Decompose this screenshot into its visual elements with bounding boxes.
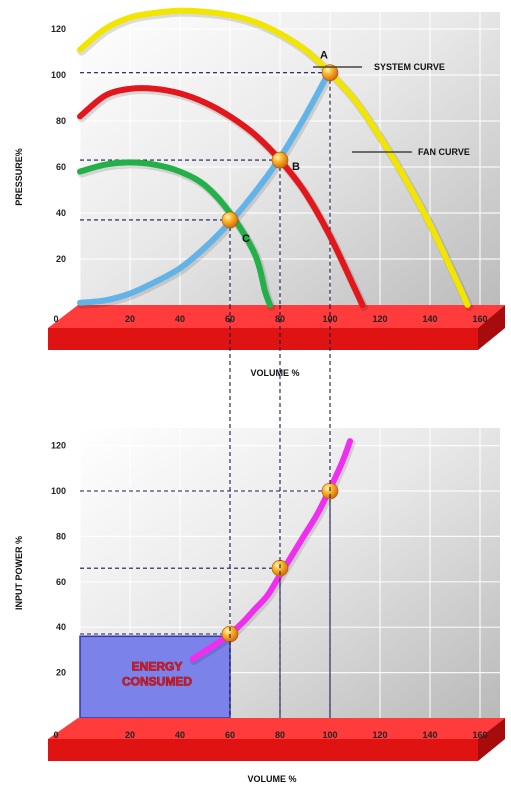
system-curve-label: SYSTEM CURVE (374, 62, 445, 72)
energy-consumed-label: ENERGY (132, 659, 183, 673)
pressure-guide-lines (80, 72, 331, 305)
pressure-x-axis-label: VOLUME % (250, 368, 299, 378)
y-tick-label: 40 (56, 208, 66, 218)
power-y-tick-labels: 20 40 60 80 100 120 (51, 441, 66, 678)
pressure-y-tick-labels: 20 40 60 80 100 120 (51, 24, 66, 264)
x-tick-label: 0 (53, 730, 58, 740)
x-tick-label: 160 (472, 314, 487, 324)
x-tick-label: 120 (372, 314, 387, 324)
pressure-chart: 020406080100120140160180 20406080100120 … (14, 7, 505, 378)
fan-curve-label: FAN CURVE (418, 147, 470, 157)
operating-point-label: B (292, 161, 300, 173)
power-chart-floor (48, 718, 505, 761)
pressure-y-axis-label: PRESSURE% (14, 148, 24, 206)
energy-consumed-label: CONSUMED (122, 674, 192, 688)
x-tick-label: 0 (53, 314, 58, 324)
x-tick-label: 100 (322, 730, 337, 740)
x-tick-label: 80 (275, 730, 285, 740)
y-tick-label: 100 (51, 486, 66, 496)
fan-curve-80 (77, 85, 366, 308)
operating-points: A B C (221, 50, 339, 245)
y-tick-label: 60 (56, 162, 66, 172)
pressure-chart-floor (48, 305, 505, 350)
x-tick-label: 20 (125, 730, 135, 740)
chart-connector-lines (229, 305, 331, 718)
operating-point-marker (271, 151, 289, 169)
x-tick-label: 140 (422, 314, 437, 324)
y-tick-label: 20 (56, 668, 66, 678)
x-tick-label: 40 (175, 730, 185, 740)
operating-point-marker (221, 211, 239, 229)
power-y-axis-label: INPUT POWER % (14, 536, 24, 610)
x-tick-label: 120 (372, 730, 387, 740)
x-tick-label: 20 (125, 314, 135, 324)
x-tick-label: 60 (225, 730, 235, 740)
fan-curve-60 (77, 159, 273, 308)
pressure-curves (77, 7, 473, 311)
y-tick-label: 20 (56, 254, 66, 264)
system-curve (77, 67, 333, 306)
y-tick-label: 100 (51, 70, 66, 80)
operating-point-label: A (320, 50, 328, 62)
y-tick-label: 80 (56, 116, 66, 126)
x-tick-label: 40 (175, 314, 185, 324)
pressure-chart-grid (79, 12, 500, 305)
y-tick-label: 120 (51, 441, 66, 451)
x-tick-label: 140 (422, 730, 437, 740)
y-tick-label: 60 (56, 577, 66, 587)
fan-curve-100 (77, 7, 471, 308)
y-tick-label: 120 (51, 24, 66, 34)
operating-point-marker (321, 64, 339, 81)
x-tick-label: 160 (472, 730, 487, 740)
power-x-axis-label: VOLUME % (247, 774, 296, 784)
y-tick-label: 40 (56, 622, 66, 632)
y-tick-label: 80 (56, 531, 66, 541)
power-x-tick-labels: 020406080100120140160180 (53, 730, 487, 740)
operating-point-label: C (242, 233, 250, 245)
